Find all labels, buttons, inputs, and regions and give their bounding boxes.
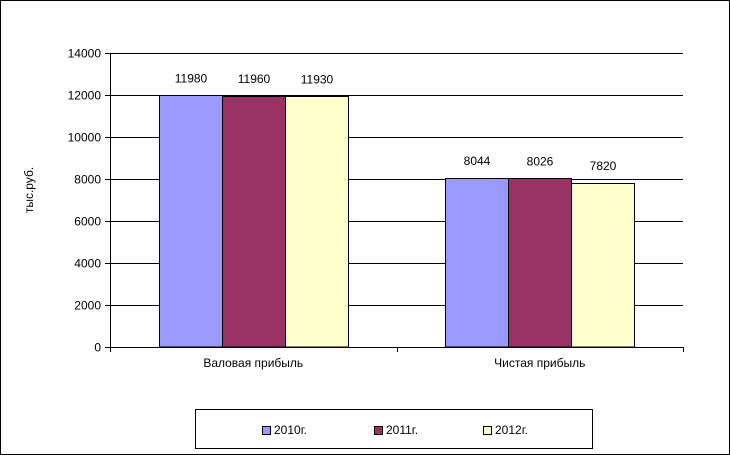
y-axis-title: тыс.руб. bbox=[22, 167, 36, 213]
axes-layer bbox=[105, 53, 684, 352]
legend-swatch bbox=[483, 425, 492, 435]
data-label: 11980 bbox=[175, 71, 208, 85]
data-label: 11930 bbox=[301, 72, 334, 86]
data-label: 8026 bbox=[527, 154, 554, 168]
labels-layer: 0 2000 4000 6000 8000 10000 12000 14000 11980 119… bbox=[68, 47, 617, 371]
bar bbox=[445, 178, 509, 348]
legend-label: 2010г. bbox=[274, 423, 307, 437]
bar bbox=[159, 95, 223, 348]
data-label: 7820 bbox=[590, 159, 617, 173]
y-tick-label: 10000 bbox=[68, 131, 102, 145]
bar bbox=[508, 178, 572, 348]
y-tick-label: 14000 bbox=[68, 47, 102, 61]
legend-item: 2011г. bbox=[374, 423, 418, 437]
bar bbox=[222, 96, 286, 348]
y-tick-label: 2000 bbox=[74, 299, 101, 313]
data-label: 8044 bbox=[464, 154, 491, 168]
data-label: 11960 bbox=[238, 72, 271, 86]
y-tick-label: 8000 bbox=[74, 173, 101, 187]
bar bbox=[571, 183, 635, 348]
y-tick-label: 0 bbox=[94, 341, 101, 355]
y-tick-label: 12000 bbox=[68, 89, 102, 103]
y-tick-label: 6000 bbox=[74, 215, 101, 229]
legend-label: 2012г. bbox=[495, 423, 528, 437]
bars-layer bbox=[159, 95, 635, 348]
legend-swatch bbox=[262, 425, 271, 435]
x-category-label: Валовая прибыль bbox=[203, 356, 303, 370]
legend: 2010г. 2011г. 2012г. bbox=[195, 409, 593, 449]
x-category-label: Чистая прибыль bbox=[494, 356, 585, 370]
legend-item: 2010г. bbox=[262, 423, 307, 437]
bar bbox=[285, 96, 349, 348]
y-tick-label: 4000 bbox=[74, 257, 101, 271]
legend-item: 2012г. bbox=[483, 423, 528, 437]
legend-label: 2011г. bbox=[386, 423, 419, 437]
legend-swatch bbox=[374, 425, 383, 435]
